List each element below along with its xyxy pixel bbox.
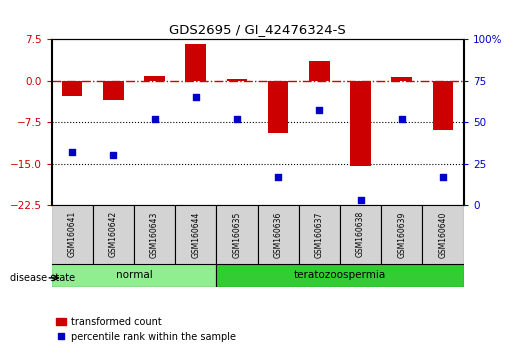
Bar bbox=[268, 81, 288, 133]
FancyBboxPatch shape bbox=[422, 205, 464, 264]
FancyBboxPatch shape bbox=[381, 205, 422, 264]
FancyBboxPatch shape bbox=[340, 205, 381, 264]
Point bbox=[315, 108, 323, 113]
FancyBboxPatch shape bbox=[258, 205, 299, 264]
FancyBboxPatch shape bbox=[175, 205, 216, 264]
Text: teratozoospermia: teratozoospermia bbox=[294, 270, 386, 280]
Text: GSM160644: GSM160644 bbox=[191, 211, 200, 258]
Text: GSM160641: GSM160641 bbox=[67, 211, 77, 257]
FancyBboxPatch shape bbox=[216, 264, 464, 287]
Title: GDS2695 / GI_42476324-S: GDS2695 / GI_42476324-S bbox=[169, 23, 346, 36]
Text: GSM160642: GSM160642 bbox=[109, 211, 118, 257]
Bar bbox=[309, 61, 330, 81]
Bar bbox=[185, 45, 206, 81]
Point bbox=[150, 116, 159, 122]
Bar bbox=[350, 81, 371, 166]
Point bbox=[398, 116, 406, 122]
Bar bbox=[227, 79, 247, 81]
Text: GSM160635: GSM160635 bbox=[232, 211, 242, 258]
Point bbox=[274, 174, 282, 180]
Bar bbox=[62, 81, 82, 96]
FancyBboxPatch shape bbox=[216, 205, 258, 264]
Legend: transformed count, percentile rank within the sample: transformed count, percentile rank withi… bbox=[56, 317, 236, 342]
Text: GSM160636: GSM160636 bbox=[273, 211, 283, 258]
Point bbox=[68, 149, 76, 155]
Text: GSM160637: GSM160637 bbox=[315, 211, 324, 258]
FancyBboxPatch shape bbox=[93, 205, 134, 264]
Text: GSM160639: GSM160639 bbox=[397, 211, 406, 258]
Text: GSM160638: GSM160638 bbox=[356, 211, 365, 257]
Bar bbox=[433, 81, 453, 131]
Text: disease state: disease state bbox=[10, 273, 75, 283]
FancyBboxPatch shape bbox=[52, 205, 93, 264]
Point bbox=[439, 174, 447, 180]
FancyBboxPatch shape bbox=[299, 205, 340, 264]
Point bbox=[356, 198, 365, 203]
FancyBboxPatch shape bbox=[134, 205, 175, 264]
Point bbox=[192, 94, 200, 100]
Point bbox=[109, 153, 117, 158]
Text: GSM160643: GSM160643 bbox=[150, 211, 159, 258]
Text: GSM160640: GSM160640 bbox=[438, 211, 448, 258]
FancyBboxPatch shape bbox=[52, 264, 216, 287]
Point bbox=[233, 116, 241, 122]
Bar bbox=[103, 81, 124, 100]
Text: normal: normal bbox=[115, 270, 152, 280]
Bar bbox=[391, 77, 412, 81]
Bar bbox=[144, 76, 165, 81]
